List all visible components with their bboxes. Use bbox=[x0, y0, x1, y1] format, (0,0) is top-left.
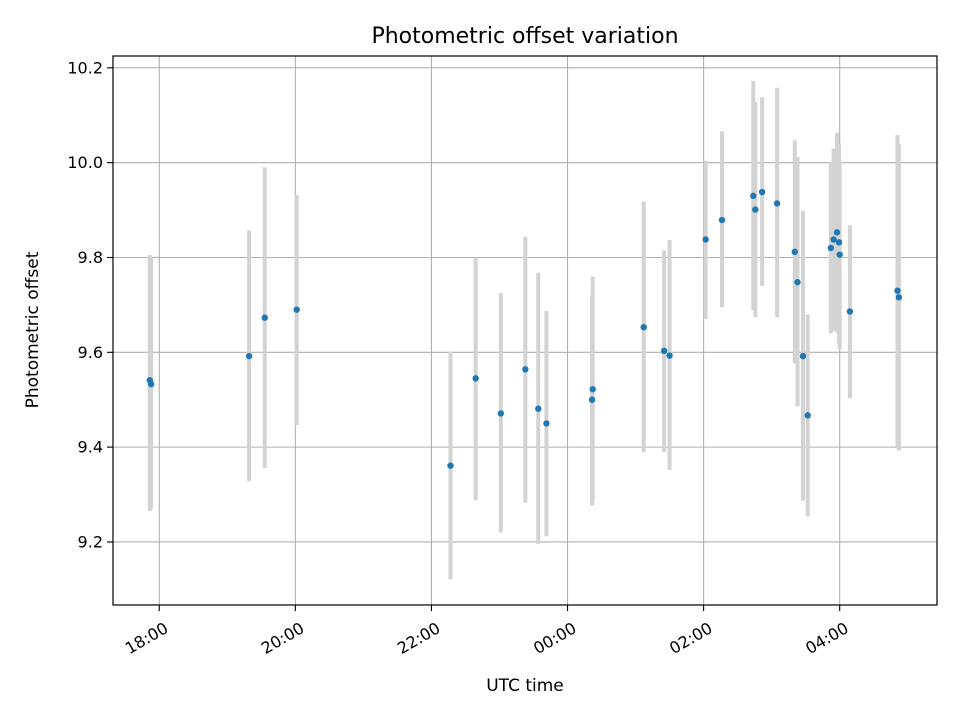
plot-frame bbox=[112, 55, 938, 606]
data-point bbox=[589, 386, 596, 393]
data-point bbox=[846, 308, 854, 315]
y-tick-label: 9.2 bbox=[78, 532, 103, 551]
y-tick-label: 10.0 bbox=[67, 153, 103, 172]
data-point bbox=[472, 375, 479, 382]
data-point bbox=[588, 396, 596, 403]
data-point bbox=[836, 251, 843, 258]
data-point bbox=[791, 248, 798, 256]
y-tick-label: 9.8 bbox=[78, 248, 103, 267]
data-point bbox=[666, 352, 673, 359]
data-point bbox=[497, 410, 505, 417]
data-points bbox=[146, 188, 903, 469]
data-point bbox=[894, 287, 901, 294]
data-point bbox=[773, 200, 781, 207]
chart-title: Photometric offset variation bbox=[371, 24, 678, 49]
data-point bbox=[758, 188, 766, 196]
data-point bbox=[447, 462, 454, 469]
data-point bbox=[660, 347, 668, 355]
y-tick-label: 9.6 bbox=[78, 343, 103, 362]
y-axis-label: Photometric offset bbox=[23, 251, 43, 408]
y-tick-label: 10.2 bbox=[67, 58, 103, 77]
data-point bbox=[750, 192, 757, 200]
data-point bbox=[261, 314, 268, 321]
data-point bbox=[895, 294, 903, 301]
x-axis-label: UTC time bbox=[486, 676, 564, 696]
data-point bbox=[147, 380, 155, 388]
axis-ticks: 18:00 20:00 22:00 00:00 02:00 04:009.29.49.69… bbox=[67, 58, 851, 658]
data-point bbox=[522, 366, 529, 373]
data-point bbox=[543, 420, 550, 427]
data-point bbox=[833, 229, 841, 236]
data-point bbox=[640, 323, 647, 331]
data-point bbox=[752, 206, 759, 213]
data-point bbox=[718, 216, 726, 224]
data-point bbox=[245, 352, 253, 360]
data-point bbox=[804, 412, 811, 419]
data-point bbox=[794, 278, 801, 286]
data-point bbox=[702, 236, 709, 243]
data-point bbox=[835, 239, 843, 246]
data-point bbox=[827, 244, 835, 252]
y-tick-label: 9.4 bbox=[78, 438, 103, 457]
data-point bbox=[293, 306, 300, 313]
data-point bbox=[830, 236, 837, 243]
data-point bbox=[535, 405, 542, 412]
data-point bbox=[799, 352, 807, 360]
